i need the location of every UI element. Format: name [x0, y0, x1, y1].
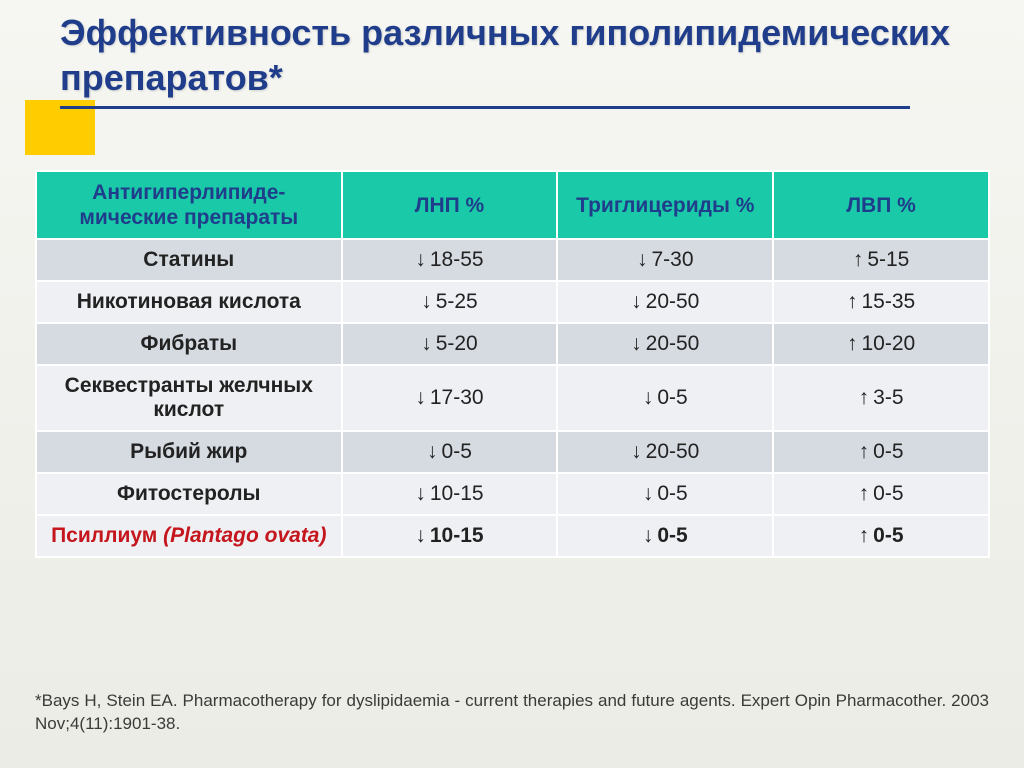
cell-lvp: ↑0-5 — [773, 473, 989, 515]
cell-tg: ↓7-30 — [557, 239, 773, 281]
cell-tg: ↓20-50 — [557, 281, 773, 323]
cell-lnp: ↓18-55 — [342, 239, 558, 281]
cell-lvp: ↑10-20 — [773, 323, 989, 365]
cell-drug: Статины — [36, 239, 342, 281]
cell-drug: Рыбий жир — [36, 431, 342, 473]
col-header-tg: Триглицериды % — [557, 171, 773, 239]
table-row: Рыбий жир↓0-5↓20-50↑0-5 — [36, 431, 989, 473]
cell-tg: ↓0-5 — [557, 515, 773, 557]
cell-tg: ↓20-50 — [557, 323, 773, 365]
cell-lvp: ↑0-5 — [773, 431, 989, 473]
cell-tg: ↓0-5 — [557, 365, 773, 431]
slide-title: Эффективность различных гиполипидемическ… — [60, 10, 970, 100]
cell-drug: Фибраты — [36, 323, 342, 365]
title-container: Эффективность различных гиполипидемическ… — [60, 10, 970, 109]
cell-drug: Фитостеролы — [36, 473, 342, 515]
cell-lnp: ↓0-5 — [342, 431, 558, 473]
cell-drug: Псиллиум (Plantago ovata) — [36, 515, 342, 557]
table-row: Фибраты↓5-20↓20-50↑10-20 — [36, 323, 989, 365]
cell-lnp: ↓17-30 — [342, 365, 558, 431]
cell-tg: ↓0-5 — [557, 473, 773, 515]
cell-tg: ↓20-50 — [557, 431, 773, 473]
table-row: Фитостеролы↓10-15↓0-5↑0-5 — [36, 473, 989, 515]
table-row: Статины↓18-55↓7-30↑5-15 — [36, 239, 989, 281]
table-row: Секвестранты желчных кислот↓17-30↓0-5↑3-… — [36, 365, 989, 431]
cell-lvp: ↑3-5 — [773, 365, 989, 431]
cell-lnp: ↓10-15 — [342, 473, 558, 515]
footnote-citation: *Bays H, Stein EA. Pharmacotherapy for d… — [35, 690, 989, 736]
table-row: Псиллиум (Plantago ovata)↓10-15↓0-5↑0-5 — [36, 515, 989, 557]
title-underline — [60, 106, 910, 109]
efficacy-table: Антигиперлипиде-мические препараты ЛНП %… — [35, 170, 990, 558]
col-header-lnp: ЛНП % — [342, 171, 558, 239]
col-header-drug: Антигиперлипиде-мические препараты — [36, 171, 342, 239]
slide: Эффективность различных гиполипидемическ… — [0, 0, 1024, 768]
cell-lvp: ↑0-5 — [773, 515, 989, 557]
table-body: Статины↓18-55↓7-30↑5-15Никотиновая кисло… — [36, 239, 989, 557]
cell-lvp: ↑5-15 — [773, 239, 989, 281]
cell-lnp: ↓5-20 — [342, 323, 558, 365]
cell-lvp: ↑15-35 — [773, 281, 989, 323]
table-row: Никотиновая кислота↓5-25↓20-50↑15-35 — [36, 281, 989, 323]
col-header-lvp: ЛВП % — [773, 171, 989, 239]
table-header-row: Антигиперлипиде-мические препараты ЛНП %… — [36, 171, 989, 239]
cell-lnp: ↓10-15 — [342, 515, 558, 557]
cell-lnp: ↓5-25 — [342, 281, 558, 323]
cell-drug: Секвестранты желчных кислот — [36, 365, 342, 431]
table-head: Антигиперлипиде-мические препараты ЛНП %… — [36, 171, 989, 239]
cell-drug: Никотиновая кислота — [36, 281, 342, 323]
